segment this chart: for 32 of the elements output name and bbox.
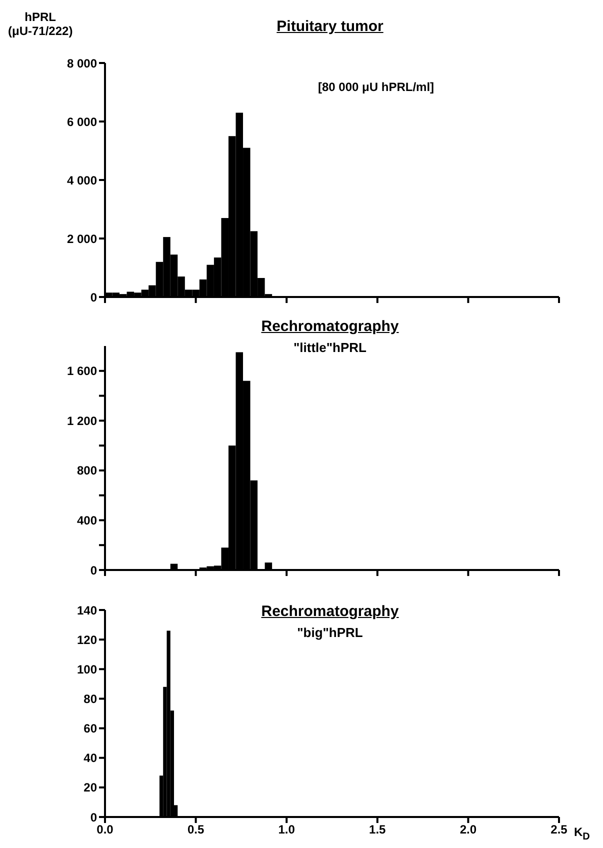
chart-title: Rechromatography bbox=[260, 603, 400, 620]
y-tick-label: 80 bbox=[84, 692, 98, 706]
y-tick-label: 0 bbox=[90, 290, 98, 304]
chart-title: Rechromatography bbox=[260, 318, 400, 335]
x-tick-label: 2.5 bbox=[550, 822, 568, 837]
y-tick-label: 800 bbox=[76, 464, 98, 478]
y-tick-label: 4 000 bbox=[66, 173, 98, 188]
y-tick-label: 6 000 bbox=[66, 114, 98, 129]
chart-subtitle: "little"hPRL bbox=[292, 340, 368, 355]
y-tick-label: 120 bbox=[76, 632, 98, 647]
x-tick-label: 0.0 bbox=[96, 822, 114, 837]
y-tick-label: 140 bbox=[76, 603, 98, 618]
y-tick-label: 1 200 bbox=[66, 414, 98, 428]
y-tick-label: 1 600 bbox=[66, 364, 98, 378]
y-tick-label: 100 bbox=[76, 662, 98, 676]
text: "big"hPRL bbox=[296, 625, 364, 640]
y-tick-label: 0 bbox=[90, 563, 98, 578]
y-axis-title: hPRL (μU-71/222) bbox=[8, 10, 73, 38]
annotation: [80 000 μU hPRL/ml] bbox=[318, 80, 434, 94]
x-tick-label: 2.0 bbox=[460, 822, 477, 837]
y-tick-label: 400 bbox=[76, 513, 98, 528]
y-tick-label: 2 000 bbox=[66, 232, 98, 246]
y-tick-label: 8 000 bbox=[66, 56, 98, 70]
x-axis-title: K$_{D}$ bbox=[574, 825, 590, 842]
y-tick-label: 0 bbox=[90, 810, 98, 824]
chart-title: Pituitary tumor bbox=[276, 18, 384, 35]
x-tick-label: 0.5 bbox=[187, 822, 204, 837]
y-tick-label: 20 bbox=[84, 780, 98, 795]
y-tick-label: 40 bbox=[84, 751, 98, 766]
x-tick-label: 1.0 bbox=[278, 822, 296, 837]
x-tick-label: 1.5 bbox=[369, 822, 386, 837]
y-tick-label: 60 bbox=[84, 722, 98, 736]
